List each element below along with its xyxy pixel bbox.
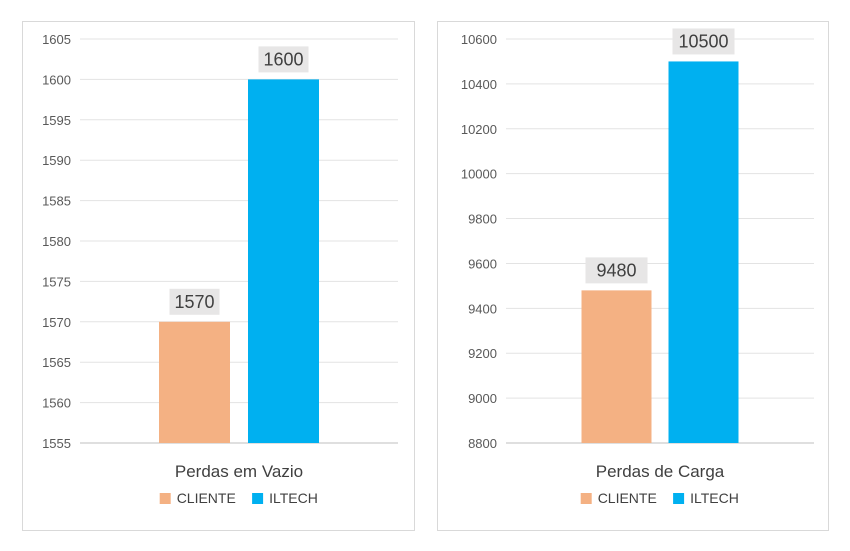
bar-cliente xyxy=(581,290,652,443)
bar-iltech xyxy=(248,79,319,444)
y-tick-label: 1600 xyxy=(42,72,71,87)
bar-cliente xyxy=(159,321,230,443)
legend-swatch-iltech xyxy=(673,493,685,504)
y-tick-label: 9600 xyxy=(468,256,497,271)
y-tick-label: 10200 xyxy=(461,122,497,137)
bar-iltech xyxy=(668,61,739,443)
bar-chart-perdas-de-carga: 8800 9000 9200 9400 9600 9800 10000 10200 10400 1… xyxy=(461,28,814,506)
data-label: 1600 xyxy=(263,49,303,69)
y-tick-label: 1570 xyxy=(42,315,71,330)
y-tick-label: 1605 xyxy=(42,32,71,47)
legend-label-iltech: ILTECH xyxy=(269,490,318,506)
y-tick-label: 1575 xyxy=(42,274,71,289)
data-label-background xyxy=(169,288,220,315)
category-label: Perdas de Carga xyxy=(596,462,725,481)
legend-label-cliente: CLIENTE xyxy=(598,490,657,506)
y-tick-label: 10000 xyxy=(461,167,497,182)
bar-chart-perdas-em-vazio: 1555 1560 1565 1570 1575 1580 1585 1590 1595 1600… xyxy=(42,32,398,506)
y-tick-label: 9800 xyxy=(468,212,497,227)
legend-swatch-cliente xyxy=(580,493,592,504)
y-tick-label: 1590 xyxy=(42,153,71,168)
chart-panel-perdas-de-carga: 8800 9000 9200 9400 9600 9800 10000 10200 10400 1… xyxy=(437,21,829,531)
legend-swatch-iltech xyxy=(252,493,264,504)
legend-label-iltech: ILTECH xyxy=(690,490,739,506)
data-label-background xyxy=(672,28,735,55)
y-tick-label: 1580 xyxy=(42,234,71,249)
y-tick-label: 1595 xyxy=(42,113,71,128)
legend-swatch-cliente xyxy=(159,493,171,504)
y-tick-label: 10400 xyxy=(461,77,497,92)
category-label: Perdas em Vazio xyxy=(175,462,303,481)
y-tick-label: 9400 xyxy=(468,301,497,316)
y-tick-label: 8800 xyxy=(468,436,497,451)
data-label: 10500 xyxy=(678,31,728,51)
legend-label-cliente: CLIENTE xyxy=(177,490,236,506)
y-tick-label: 1585 xyxy=(42,194,71,209)
y-tick-label: 1560 xyxy=(42,396,71,411)
y-tick-label: 9200 xyxy=(468,346,497,361)
data-label-background xyxy=(585,257,648,284)
data-label: 1570 xyxy=(174,292,214,312)
data-label: 9480 xyxy=(596,260,636,280)
y-tick-label: 1565 xyxy=(42,355,71,370)
y-tick-label: 10600 xyxy=(461,32,497,47)
chart-panel-perdas-em-vazio: 1555 1560 1565 1570 1575 1580 1585 1590 1595 1600… xyxy=(22,21,415,531)
data-label-background xyxy=(258,46,309,73)
y-tick-label: 9000 xyxy=(468,391,497,406)
y-tick-label: 1555 xyxy=(42,436,71,451)
